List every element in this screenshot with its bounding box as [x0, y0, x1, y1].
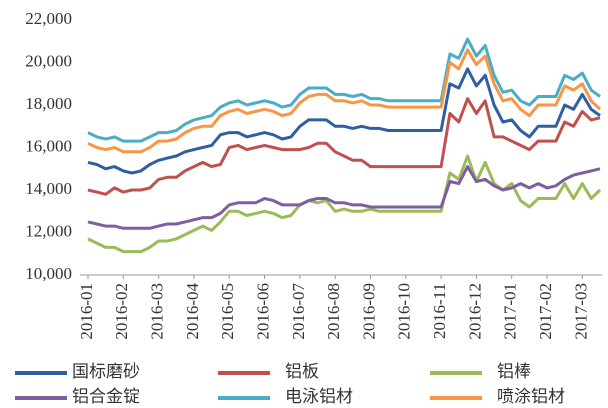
series-line: [87, 37, 601, 143]
series-line: [87, 48, 602, 154]
y-tick-label: 14,000: [25, 179, 72, 198]
x-tick-label: 2016-09: [359, 283, 378, 340]
x-tick-label: 2016-11: [430, 283, 449, 339]
x-tick-label: 2016-10: [395, 283, 414, 340]
legend-label: 铝板: [285, 362, 319, 381]
y-tick-label: 18,000: [25, 94, 72, 113]
x-tick-label: 2016-07: [289, 283, 308, 340]
y-tick-label: 10,000: [25, 264, 72, 283]
x-tick-label: 2016-08: [324, 283, 343, 340]
y-tick-label: 22,000: [25, 9, 72, 28]
x-tick-label: 2016-01: [77, 283, 96, 340]
series-line: [87, 67, 601, 175]
x-tick-label: 2017-01: [501, 283, 520, 340]
y-tick-label: 20,000: [25, 51, 72, 70]
series-line: [87, 154, 602, 254]
x-tick-label: 2016-06: [253, 283, 272, 340]
x-tick-label: 2016-03: [148, 283, 167, 340]
legend-label: 国标磨砂: [72, 362, 140, 381]
series-line: [87, 165, 601, 230]
legend-label: 铝棒: [497, 362, 531, 381]
series-line: [87, 97, 601, 196]
x-tick-label: 2016-05: [218, 283, 237, 340]
legend-label: 喷涂铝材: [497, 387, 565, 406]
x-tick-label: 2016-02: [112, 283, 131, 340]
legend-label: 电泳铝材: [285, 387, 353, 406]
y-tick-label: 12,000: [25, 221, 72, 240]
legend-label: 铝合金锭: [72, 387, 140, 406]
x-tick-label: 2017-02: [536, 283, 555, 340]
x-tick-label: 2017-03: [571, 283, 590, 340]
x-tick-label: 2016-12: [465, 283, 484, 340]
x-tick-label: 2016-04: [183, 283, 202, 340]
y-tick-label: 16,000: [25, 136, 72, 155]
